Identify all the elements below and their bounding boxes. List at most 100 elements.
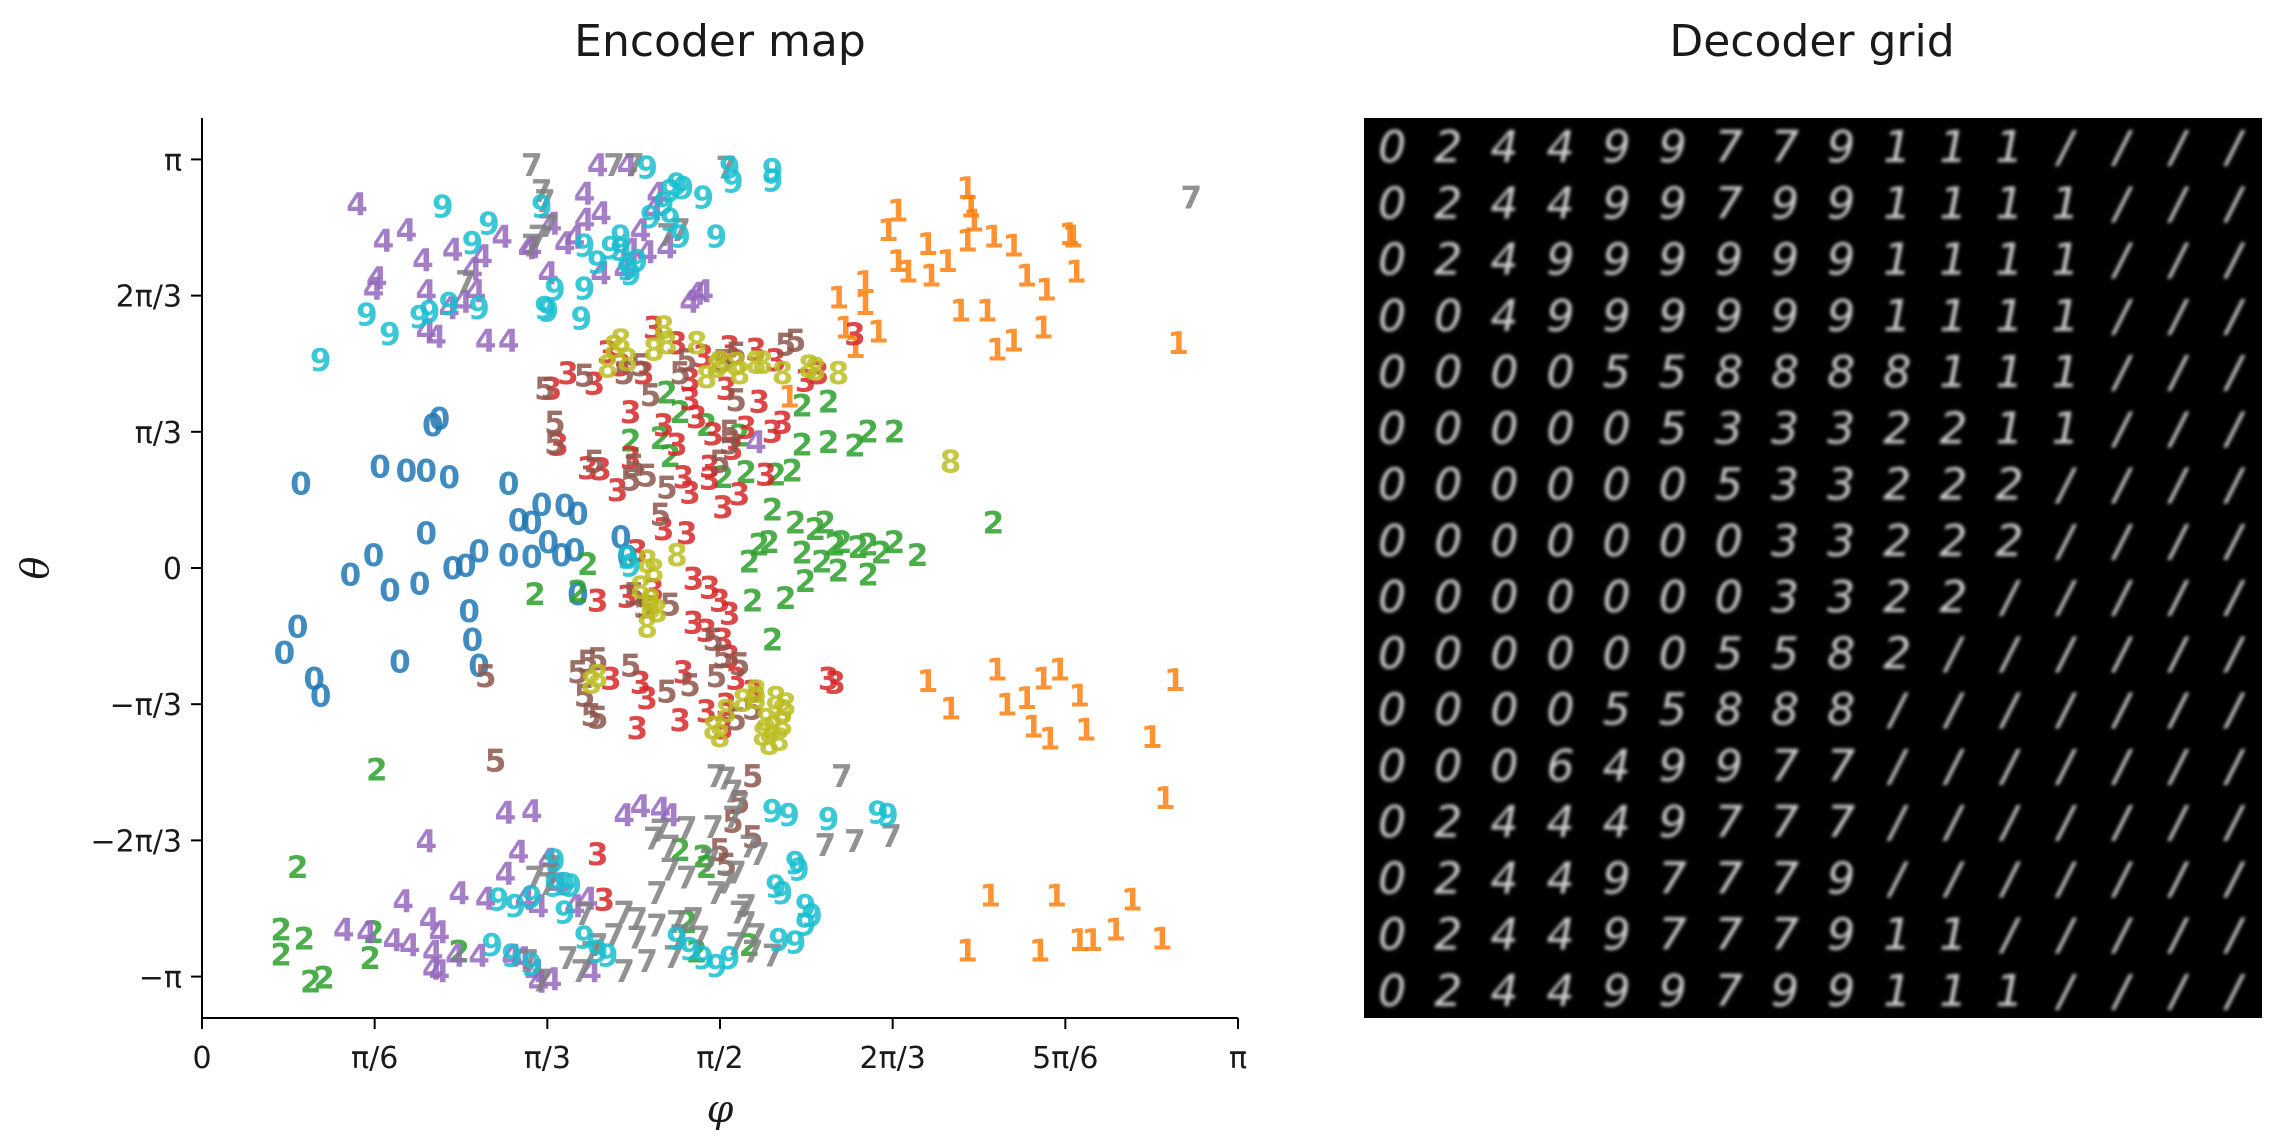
y-tick-label: 0: [163, 552, 182, 587]
decoded-image-cell: 0: [1378, 628, 1406, 679]
digit-point-0: 0: [567, 496, 589, 532]
digit-point-9: 9: [481, 928, 503, 964]
decoded-image-cell: 9: [1827, 291, 1855, 342]
digit-point-4: 4: [442, 232, 464, 268]
digit-point-4: 4: [541, 962, 563, 998]
decoded-image-cell: 0: [1715, 516, 1743, 567]
digit-point-9: 9: [692, 941, 714, 977]
digit-point-1: 1: [956, 933, 978, 969]
decoded-image-cell: 2: [1883, 572, 1911, 623]
digit-point-1: 1: [1029, 933, 1051, 969]
decoded-image-cell: /: [2166, 403, 2189, 454]
digit-point-4: 4: [564, 889, 586, 925]
digit-point-8: 8: [745, 346, 767, 382]
decoded-image-cell: 9: [1659, 797, 1687, 848]
decoded-image-cell: 7: [1827, 797, 1855, 848]
digit-point-9: 9: [501, 939, 523, 975]
digit-point-7: 7: [537, 209, 559, 245]
digit-point-4: 4: [643, 192, 665, 228]
decoded-image-cell: 9: [1827, 235, 1855, 286]
decoded-image-cell: 0: [1715, 572, 1743, 623]
digit-point-7: 7: [716, 866, 738, 902]
digit-point-1: 1: [1075, 712, 1097, 748]
x-tick-label: π/6: [351, 1041, 398, 1076]
decoded-image-cell: /: [2054, 966, 2077, 1017]
digit-point-2: 2: [669, 395, 691, 431]
decoded-image-cell: 9: [1603, 910, 1631, 961]
decoded-image-cell: 9: [1603, 291, 1631, 342]
digit-point-7: 7: [735, 889, 757, 925]
digit-point-7: 7: [636, 944, 658, 980]
digit-point-5: 5: [620, 463, 642, 499]
decoded-image-cell: 7: [1715, 853, 1743, 904]
digit-point-5: 5: [544, 426, 566, 462]
digit-point-4: 4: [613, 252, 635, 288]
decoded-image-cell: /: [2166, 347, 2189, 398]
decoded-image-cell: /: [1998, 628, 2021, 679]
digit-point-4: 4: [547, 867, 569, 903]
digit-point-1: 1: [1002, 228, 1024, 264]
digit-point-5: 5: [630, 348, 652, 384]
decoded-image-cell: /: [2110, 291, 2133, 342]
decoded-image-cell: 7: [1771, 853, 1799, 904]
digit-point-7: 7: [735, 906, 757, 942]
digit-point-3: 3: [683, 606, 705, 642]
digit-point-1: 1: [979, 879, 1001, 915]
y-tick-label: −2π/3: [91, 824, 182, 859]
decoded-image-cell: 1: [1883, 966, 1911, 1017]
digit-point-9: 9: [620, 548, 642, 584]
digit-point-9: 9: [468, 291, 490, 327]
digit-point-0: 0: [415, 453, 437, 489]
decoded-image-cell: 1: [1995, 966, 2023, 1017]
digit-point-7: 7: [528, 219, 550, 255]
digit-point-3: 3: [620, 440, 642, 476]
digit-point-0: 0: [610, 520, 632, 556]
digit-point-7: 7: [666, 905, 688, 941]
decoded-image-cell: 8: [1827, 628, 1855, 679]
digit-point-5: 5: [742, 691, 764, 727]
digit-point-7: 7: [729, 896, 751, 932]
decoded-image-cell: 0: [1490, 347, 1518, 398]
digit-point-4: 4: [587, 148, 609, 184]
digit-point-0: 0: [379, 573, 401, 609]
digit-point-5: 5: [574, 359, 596, 395]
digit-point-1: 1: [1082, 923, 1104, 959]
digit-point-8: 8: [762, 711, 784, 747]
digit-point-1: 1: [936, 244, 958, 280]
digit-point-4: 4: [465, 274, 487, 310]
decoded-image-cell: /: [2223, 910, 2246, 961]
decoded-image-cell: /: [1942, 797, 1965, 848]
digit-point-1: 1: [963, 204, 985, 240]
digit-point-1: 1: [956, 171, 978, 207]
digit-point-5: 5: [716, 848, 738, 884]
digit-point-9: 9: [795, 907, 817, 943]
digit-point-3: 3: [587, 584, 609, 620]
digit-point-9: 9: [570, 301, 592, 337]
digit-point-9: 9: [722, 165, 744, 201]
decoded-image-cell: 0: [1434, 628, 1462, 679]
digit-point-2: 2: [857, 558, 879, 594]
digit-point-1: 1: [887, 244, 909, 280]
decoded-image-cell: 0: [1546, 572, 1574, 623]
digit-point-7: 7: [669, 213, 691, 249]
digit-point-9: 9: [877, 798, 899, 834]
digit-point-1: 1: [986, 333, 1008, 369]
digit-point-7: 7: [706, 876, 728, 912]
digit-point-0: 0: [554, 489, 576, 525]
digit-point-2: 2: [270, 937, 292, 973]
digit-point-4: 4: [429, 915, 451, 951]
digit-point-7: 7: [676, 861, 698, 897]
digit-point-9: 9: [521, 948, 543, 984]
digit-point-2: 2: [696, 850, 718, 886]
digit-point-1: 1: [887, 193, 909, 229]
digit-point-8: 8: [643, 333, 665, 369]
digit-point-2: 2: [669, 833, 691, 869]
digit-point-3: 3: [607, 473, 629, 509]
digit-point-2: 2: [775, 581, 797, 617]
decoded-image-cell: 9: [1715, 235, 1743, 286]
digit-point-4: 4: [554, 226, 576, 262]
digit-point-7: 7: [643, 822, 665, 858]
digit-point-4: 4: [498, 323, 520, 359]
digit-point-1: 1: [1154, 781, 1176, 817]
decoded-image-cell: 0: [1659, 628, 1687, 679]
